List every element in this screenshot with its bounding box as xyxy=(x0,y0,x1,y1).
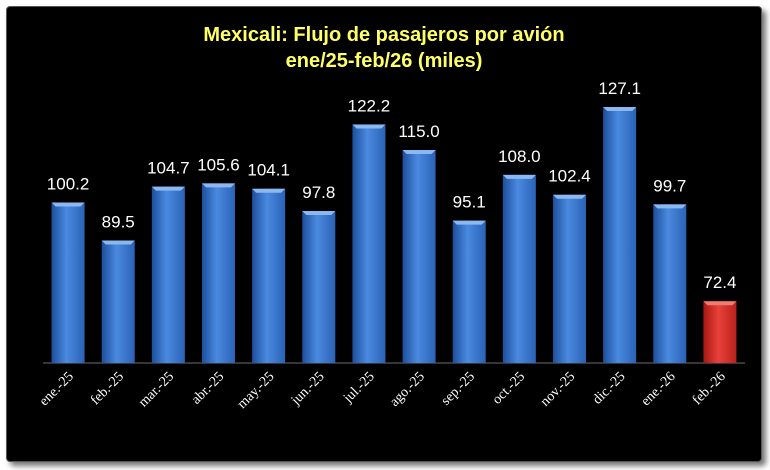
x-tick-labels-layer: ene.-25 feb.-25 mar.-25 abr.-25 may.-25 jun.-… xyxy=(37,369,729,412)
chart-subtitle: ene/25-feb/26 (miles) xyxy=(286,50,483,72)
bar-bevel xyxy=(302,211,336,216)
x-tick-label: ene.-26 xyxy=(639,369,679,409)
value-label: 89.5 xyxy=(102,213,135,232)
bar-dic.-25 xyxy=(603,107,637,363)
x-tick-label: jun.-25 xyxy=(288,369,328,409)
bar-bevel xyxy=(151,186,185,191)
bar-feb.-25 xyxy=(101,240,135,363)
bar-ene.-26 xyxy=(653,204,687,363)
bar-bevel xyxy=(502,174,536,179)
bar-jun.-25 xyxy=(302,211,336,363)
bar-jul.-25 xyxy=(352,124,386,363)
value-label: 104.1 xyxy=(247,161,290,180)
bar-bevel xyxy=(202,183,235,188)
bar-rect xyxy=(302,211,336,363)
bar-feb.-26 xyxy=(703,301,737,363)
bar-bevel xyxy=(51,202,85,207)
bar-rect xyxy=(202,183,235,363)
bar-sep.-25 xyxy=(452,220,486,363)
chart-title: Mexicali: Flujo de pasajeros por avión xyxy=(203,24,564,46)
bar-rect xyxy=(553,194,586,363)
bar-rect xyxy=(653,204,687,363)
bar-rect xyxy=(252,188,286,363)
bar-bevel xyxy=(653,204,687,209)
value-label: 127.1 xyxy=(598,79,641,98)
bar-bevel xyxy=(553,194,586,199)
x-tick-label: ago.-25 xyxy=(387,369,428,410)
x-tick-label: feb.-25 xyxy=(88,369,127,408)
bar-bevel xyxy=(402,150,436,154)
x-tick-label: mar.-25 xyxy=(136,369,177,410)
bar-rect xyxy=(402,150,436,363)
value-label: 102.4 xyxy=(548,167,591,186)
x-tick-label: may.-25 xyxy=(235,369,278,412)
value-label: 115.0 xyxy=(398,122,439,141)
bar-oct.-25 xyxy=(502,174,536,363)
bar-chart: Mexicali: Flujo de pasajeros por avión e… xyxy=(37,24,745,412)
x-tick-label: feb.-26 xyxy=(690,369,729,408)
x-tick-label: sep.-25 xyxy=(439,369,478,408)
bar-rect xyxy=(352,124,386,363)
value-label: 105.6 xyxy=(197,155,240,174)
bar-rect xyxy=(502,174,536,363)
value-label: 100.2 xyxy=(47,175,90,194)
bar-ene.-25 xyxy=(51,202,85,363)
bar-bevel xyxy=(452,220,486,225)
bar-abr.-25 xyxy=(202,183,235,363)
value-labels-layer: 100.2 89.5 104.7 105.6 104.1 97.8 122.2 115.0 95… xyxy=(47,79,737,292)
x-tick-label: nov.-25 xyxy=(538,369,578,409)
bar-ago.-25 xyxy=(402,150,436,363)
value-label: 95.1 xyxy=(453,193,486,212)
value-label: 108.0 xyxy=(498,147,541,166)
bar-rect xyxy=(151,186,185,363)
value-label: 72.4 xyxy=(703,273,736,292)
bar-rect xyxy=(603,107,637,363)
bar-bevel xyxy=(352,124,386,129)
bar-rect xyxy=(51,202,85,363)
bar-rect xyxy=(703,301,737,363)
bar-bevel xyxy=(703,301,737,306)
bar-rect xyxy=(452,220,486,363)
bar-bevel xyxy=(101,240,135,245)
bar-bevel xyxy=(603,107,637,112)
bar-may.-25 xyxy=(252,188,286,363)
bar-rect xyxy=(101,240,135,363)
x-tick-label: jul.-25 xyxy=(340,369,377,406)
value-label: 97.8 xyxy=(302,183,335,202)
bar-mar.-25 xyxy=(151,186,185,363)
value-label: 99.7 xyxy=(653,176,686,195)
value-label: 122.2 xyxy=(348,96,391,115)
x-tick-label: abr.-25 xyxy=(189,369,227,407)
chart-frame: Mexicali: Flujo de pasajeros por avión e… xyxy=(6,6,762,462)
x-tick-label: oct.-25 xyxy=(490,369,528,407)
bar-nov.-25 xyxy=(553,194,586,363)
x-tick-label: ene.-25 xyxy=(37,369,77,409)
value-label: 104.7 xyxy=(147,159,190,178)
bars-layer xyxy=(51,107,737,363)
bar-bevel xyxy=(252,188,286,193)
x-tick-label: dic.-25 xyxy=(590,369,628,407)
